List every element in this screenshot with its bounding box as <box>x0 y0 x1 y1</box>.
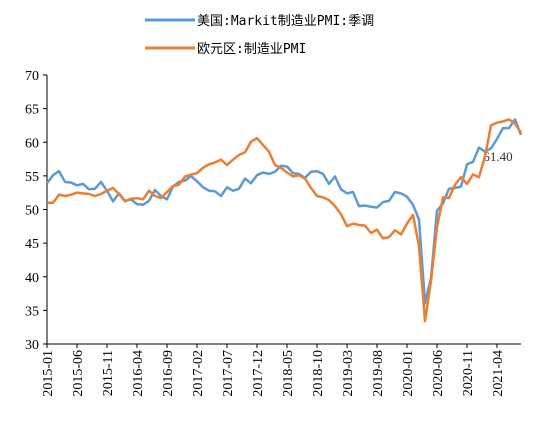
series-line <box>47 118 523 323</box>
y-tick-label: 70 <box>25 69 39 84</box>
y-tick-label: 45 <box>25 237 39 252</box>
y-tick-label: 35 <box>25 304 39 319</box>
x-tick-label: 2017-02 <box>191 350 206 397</box>
x-tick-label: 2021-04 <box>491 350 506 397</box>
x-tick-label: 2020-11 <box>461 350 476 396</box>
x-tick-label: 2015-06 <box>71 350 86 397</box>
y-tick-label: 40 <box>25 271 39 286</box>
x-tick-label: 2016-04 <box>131 350 146 397</box>
y-tick-label: 50 <box>25 204 39 219</box>
y-tick-label: 55 <box>25 170 39 185</box>
series-line <box>45 118 523 305</box>
legend-label: 欧元区:制造业PMI <box>197 42 306 57</box>
x-tick-label: 2017-12 <box>251 350 266 397</box>
x-tick-label: 2019-03 <box>341 350 356 397</box>
x-tick-label: 2020-06 <box>431 350 446 397</box>
y-tick-label: 60 <box>25 136 39 151</box>
x-tick-label: 2018-05 <box>281 350 296 397</box>
legend-label: 美国:Markit制造业PMI:季调 <box>197 14 374 29</box>
x-tick-label: 2017-07 <box>221 350 236 397</box>
x-tick-label: 2019-08 <box>371 350 386 397</box>
annotation: 61.40 <box>483 149 512 164</box>
x-tick-label: 2015-01 <box>41 350 56 397</box>
y-tick-label: 65 <box>25 103 39 118</box>
x-tick-label: 2016-09 <box>161 350 176 397</box>
x-tick-label: 2018-10 <box>311 350 326 397</box>
y-tick-label: 30 <box>25 338 39 353</box>
x-tick-label: 2020-01 <box>401 350 416 397</box>
x-tick-label: 2015-11 <box>101 350 116 396</box>
